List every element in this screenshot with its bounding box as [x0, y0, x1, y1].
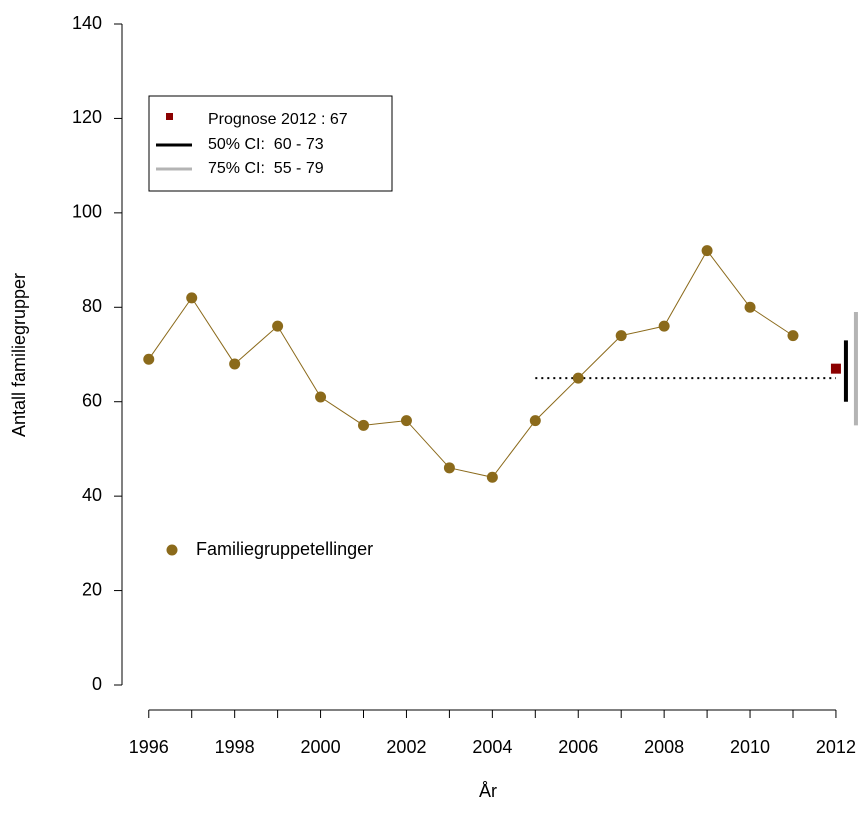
- data-point: [615, 330, 627, 342]
- data-point: [358, 419, 370, 431]
- legend-label: 75% CI: 55 - 79: [208, 160, 324, 177]
- x-tick-label: 2004: [472, 737, 512, 757]
- x-tick-label: 2008: [644, 737, 684, 757]
- x-tick-label: 1996: [129, 737, 169, 757]
- x-tick-label: 2012: [816, 737, 856, 757]
- x-axis-label: År: [479, 781, 497, 801]
- data-point: [443, 462, 455, 474]
- data-point: [400, 415, 412, 427]
- legend-label: 50% CI: 60 - 73: [208, 136, 324, 153]
- y-axis-label: Antall familiegrupper: [9, 273, 29, 437]
- x-tick-label: 2010: [730, 737, 770, 757]
- legend-label: Prognose 2012 : 67: [208, 111, 348, 128]
- y-tick-label: 120: [72, 107, 102, 127]
- data-point: [272, 320, 284, 332]
- data-point: [143, 353, 155, 365]
- data-point: [787, 330, 799, 342]
- data-point: [486, 471, 498, 483]
- x-tick-label: 2000: [301, 737, 341, 757]
- series-line: [148, 249, 794, 478]
- y-tick-label: 100: [72, 202, 102, 222]
- y-tick-label: 40: [82, 485, 102, 505]
- data-point: [186, 292, 198, 304]
- y-tick-label: 60: [82, 390, 102, 410]
- data-point: [744, 301, 756, 313]
- legend-symbol: [166, 113, 173, 120]
- y-tick-label: 20: [82, 579, 102, 599]
- x-tick-label: 2002: [386, 737, 426, 757]
- y-tick-label: 0: [92, 674, 102, 694]
- y-tick-label: 140: [72, 13, 102, 33]
- x-tick-label: 1998: [215, 737, 255, 757]
- data-point: [658, 320, 670, 332]
- prognosis-point: [830, 363, 841, 374]
- data-point: [572, 372, 584, 384]
- y-tick-label: 80: [82, 296, 102, 316]
- data-point: [315, 391, 327, 403]
- x-tick-label: 2006: [558, 737, 598, 757]
- legend-symbol: [166, 544, 178, 556]
- legend-label: Familiegruppetellinger: [196, 539, 373, 559]
- data-point: [701, 245, 713, 257]
- data-point: [229, 358, 241, 370]
- data-point: [529, 415, 541, 427]
